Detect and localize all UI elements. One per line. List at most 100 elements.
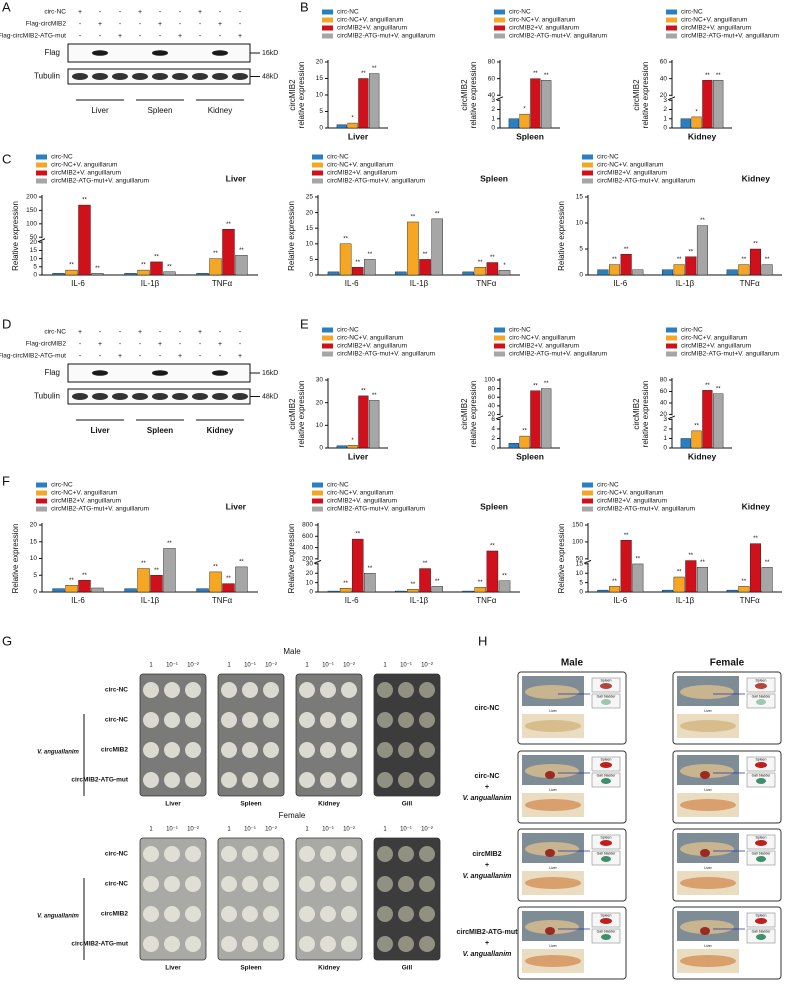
- significance: **: [765, 560, 770, 566]
- significance: **: [478, 580, 483, 586]
- panel-label: E: [300, 316, 309, 331]
- x-tick-label: TNFα: [740, 279, 761, 288]
- bar: [486, 550, 499, 593]
- sign: -: [79, 353, 82, 360]
- y-tick-label: 80: [660, 377, 668, 384]
- panel-label: B: [300, 0, 309, 14]
- band: [132, 393, 148, 400]
- bar: [364, 573, 376, 593]
- colony-spot: [221, 846, 237, 862]
- legend-label: circMIB2-ATG-mut+V. anguillarum: [51, 506, 149, 513]
- bar: [163, 271, 176, 276]
- liver: [680, 877, 736, 889]
- bar: [431, 218, 443, 276]
- bar: [358, 78, 369, 129]
- bar: [530, 390, 541, 449]
- dilution: 1: [383, 827, 387, 833]
- significance: **: [544, 73, 549, 79]
- dilution: 1: [305, 827, 309, 833]
- bar: [347, 445, 358, 449]
- lesion: [700, 849, 710, 857]
- colony-spot: [263, 876, 279, 892]
- sign: +: [178, 353, 182, 360]
- row-label: Flag-circMIB2-ATG-mut: [0, 33, 66, 40]
- y-axis-label: relative expression: [469, 381, 478, 448]
- band-label: Flag: [44, 368, 60, 377]
- bar: [209, 571, 222, 593]
- y-axis-label: Relative expression: [557, 201, 566, 271]
- sign: -: [119, 9, 122, 16]
- row-label: circ-NC: [475, 705, 500, 712]
- x-tick-label: TNFα: [476, 596, 497, 605]
- legend-swatch: [322, 327, 333, 333]
- bar: [52, 273, 65, 276]
- y-tick-label: 5: [309, 256, 313, 263]
- bar: [419, 568, 431, 593]
- sex-label: Male: [561, 658, 584, 669]
- bar: [696, 567, 708, 593]
- legend-swatch: [36, 178, 47, 184]
- legend-swatch: [312, 154, 323, 160]
- sign: +: [198, 9, 202, 16]
- bar: [673, 576, 685, 593]
- colony-spot: [263, 772, 279, 788]
- colony-spot: [419, 906, 435, 922]
- bar: [474, 267, 487, 276]
- sign: -: [239, 21, 242, 28]
- legend-swatch: [494, 25, 505, 31]
- bar: [508, 443, 519, 449]
- colony-spot: [143, 772, 159, 788]
- tissue-label: Liver: [91, 106, 109, 115]
- sign: +: [78, 329, 82, 336]
- sign: -: [99, 33, 102, 40]
- dilution: 10⁻¹: [166, 827, 178, 833]
- colony-spot: [263, 906, 279, 922]
- y-tick-label: 2: [663, 426, 667, 433]
- bar: [519, 435, 530, 449]
- significance: **: [765, 257, 770, 263]
- inset-label: Gall bladder: [752, 851, 772, 855]
- colony-spot: [143, 936, 159, 952]
- y-tick-label: 40: [488, 92, 496, 99]
- legend-swatch: [36, 490, 47, 496]
- lesion: [700, 771, 710, 779]
- colony-spot: [419, 772, 435, 788]
- significance: **: [361, 388, 366, 394]
- liver: [525, 877, 581, 889]
- row-label: Flag-circMIB2: [26, 21, 66, 28]
- bar: [336, 445, 347, 449]
- significance: **: [372, 66, 377, 72]
- y-tick-label: 0: [663, 445, 667, 452]
- legend-swatch: [582, 178, 593, 184]
- bar: [738, 586, 750, 593]
- significance: **: [705, 383, 710, 389]
- dilution: 10⁻¹: [244, 663, 256, 669]
- colony-spot: [377, 876, 393, 892]
- band: [152, 370, 168, 376]
- colony-spot: [221, 712, 237, 728]
- colony-spot: [164, 772, 180, 788]
- legend-label: circMIB2+V. anguillarum: [597, 498, 667, 505]
- colony-spot: [143, 846, 159, 862]
- colony-spot: [419, 682, 435, 698]
- row-label: circMIB2-ATG-mut: [457, 929, 519, 936]
- sign: +: [238, 353, 242, 360]
- bar: [395, 271, 407, 276]
- significance: **: [544, 381, 549, 387]
- legend-swatch: [582, 162, 593, 168]
- x-tick-label: Spleen: [516, 131, 544, 141]
- colony-spot: [320, 712, 336, 728]
- gall-bladder: [756, 699, 766, 705]
- bar: [351, 538, 364, 593]
- colony-spot: [419, 712, 435, 728]
- y-tick-label: 20: [316, 399, 324, 406]
- legend-swatch: [322, 343, 333, 349]
- plate: [373, 837, 441, 961]
- colony-spot: [143, 876, 159, 892]
- y-tick-label: 60: [660, 388, 668, 395]
- legend-label: circ-NC: [681, 9, 703, 16]
- colony-spot: [242, 742, 258, 758]
- y-tick-label: 1: [663, 115, 667, 122]
- band: [232, 73, 248, 80]
- colony-spot: [377, 906, 393, 922]
